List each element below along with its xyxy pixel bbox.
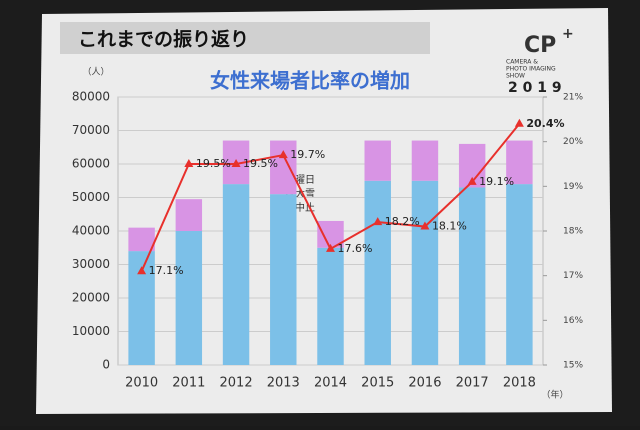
line-marker (514, 118, 524, 127)
y2-tick-label: 20% (563, 137, 583, 147)
y2-tick-label: 19% (563, 182, 583, 192)
bar-segment (222, 184, 250, 365)
bar-segment (270, 194, 297, 365)
data-label: 20.4% (526, 117, 564, 130)
x-tick-label: 2011 (172, 376, 205, 391)
y2-tick-label: 15% (563, 361, 583, 371)
data-label: 19.5% (196, 157, 231, 170)
logo-plus: + (562, 26, 574, 42)
header-band (60, 22, 430, 54)
data-label: 19.5% (243, 157, 278, 170)
header: これまでの振り返り (78, 28, 249, 51)
bar-segment (411, 180, 439, 365)
data-label: 19.1% (479, 175, 514, 188)
bar-segment (175, 199, 203, 231)
y-tick-label: 10000 (72, 324, 110, 338)
y-tick-label: 0 (102, 358, 110, 372)
x-tick-label: 2018 (503, 376, 536, 391)
line-marker (137, 266, 147, 275)
data-label: 17.6% (338, 242, 373, 255)
line-marker (420, 221, 430, 230)
line-marker (278, 150, 288, 159)
bar-segment (364, 180, 391, 365)
bar-segment (411, 140, 439, 181)
line-marker (326, 243, 335, 252)
logo-year: 2 0 1 9 (508, 80, 562, 96)
line-marker (231, 159, 241, 167)
y2-tick-label: 17% (563, 271, 583, 281)
bar-segment (175, 231, 203, 365)
data-label: 19.7% (290, 148, 325, 161)
y-tick-label: 50000 (72, 190, 110, 204)
bar-segment (506, 140, 533, 185)
chart-title: 女性来場者比率の増加 (210, 69, 410, 93)
y-tick-label: 40000 (72, 224, 110, 238)
data-label: 18.1% (432, 220, 467, 233)
data-label: 18.2% (385, 215, 420, 228)
x-tick-label: 2013 (267, 376, 300, 391)
bar-segment (317, 247, 344, 365)
y-tick-label: 30000 (72, 257, 110, 271)
x-tick-label: 2010 (125, 376, 158, 391)
y2-tick-label: 21% (563, 93, 583, 103)
bar-segment (364, 140, 391, 181)
x-tick-label: 2015 (361, 376, 394, 391)
logo-line: PHOTO IMAGING (506, 66, 556, 73)
logo-line: SHOW (506, 73, 525, 80)
y2-tick-label: 16% (563, 316, 583, 326)
y-tick-label: 20000 (72, 291, 110, 305)
bar-segment (128, 227, 155, 252)
line-marker (184, 159, 194, 167)
y-tick-label: 70000 (72, 123, 110, 137)
bar-segment (458, 187, 486, 365)
x-tick-label: 2014 (314, 376, 347, 391)
bar-segment (506, 184, 533, 365)
y-unit: （人） (82, 67, 109, 78)
logo: CP (524, 33, 556, 58)
y-tick-label: 80000 (72, 90, 110, 104)
bar-segment (270, 140, 297, 195)
x-unit: （年） (541, 389, 568, 401)
x-tick-label: 2016 (408, 376, 441, 391)
line-marker (373, 217, 383, 226)
line-marker (467, 176, 477, 185)
logo-line: CAMERA & (506, 59, 538, 66)
x-tick-label: 2017 (456, 376, 489, 391)
y2-tick-label: 18% (563, 227, 583, 237)
y-tick-label: 60000 (72, 157, 110, 171)
data-label: 17.1% (149, 264, 184, 277)
x-tick-label: 2012 (220, 376, 253, 391)
